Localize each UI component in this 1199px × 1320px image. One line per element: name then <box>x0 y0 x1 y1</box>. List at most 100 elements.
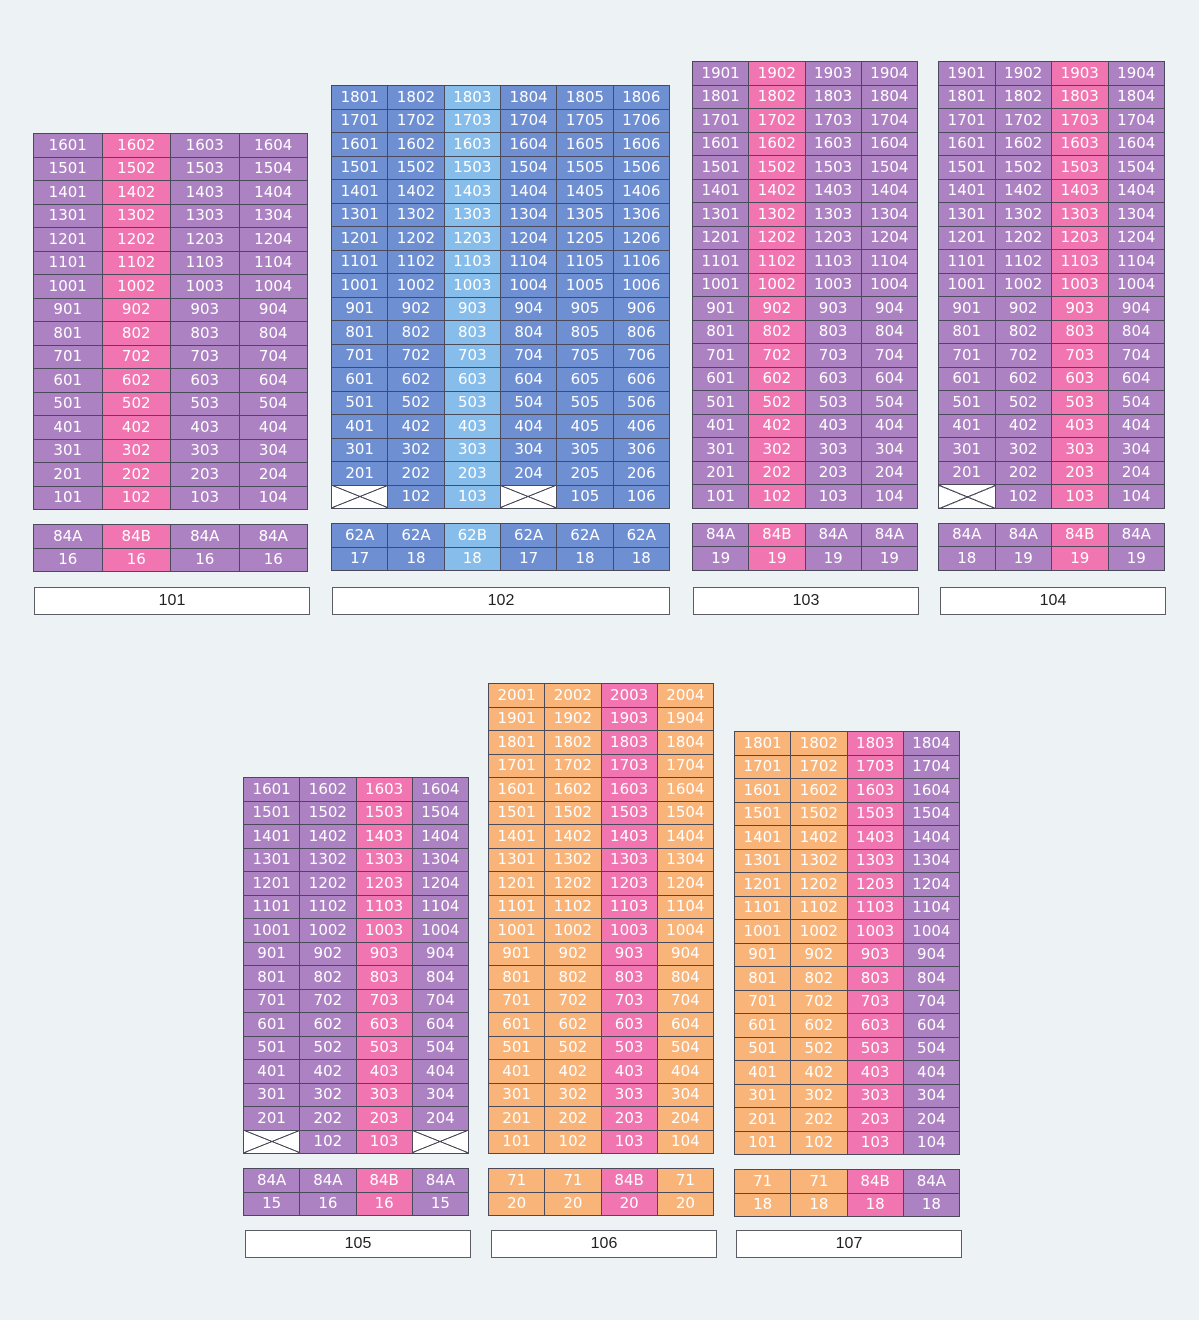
unit-type-table: 84A 84B 84A 84A 19 19 19 19 <box>691 522 919 571</box>
floor-row: 101 102 103 104 <box>487 1129 715 1154</box>
unit-type-cell: 84A <box>1107 522 1165 547</box>
unit-cell: 1902 <box>994 61 1052 86</box>
floor-row: 701 702 703 704 <box>938 343 1165 368</box>
unit-grid: 1601 1602 1603 1604 1501 1502 1503 1504 1401 1402… <box>242 777 470 1154</box>
floor-row: 201 202 203 204 <box>33 462 308 487</box>
floor-row: 1901 1902 1903 1904 <box>487 706 715 731</box>
unit-cell: 1204 <box>411 871 470 896</box>
unit-cell: 902 <box>994 296 1052 321</box>
unit-cell: 1005 <box>556 273 614 298</box>
unit-cell: 405 <box>556 414 614 439</box>
unit-cell: 1001 <box>487 918 546 943</box>
floor-row: 1701 1702 1703 1704 <box>487 753 715 778</box>
unit-cell: 701 <box>733 989 792 1014</box>
unit-cell: 1802 <box>544 730 602 755</box>
floor-row: 901 902 903 904 <box>938 296 1165 321</box>
unit-cell: 404 <box>1107 413 1165 438</box>
unit-cell: 806 <box>612 320 671 345</box>
floor-row: 401 402 403 404 <box>33 415 308 440</box>
unit-cell: 1002 <box>544 918 602 943</box>
unit-cell: 1103 <box>1051 249 1109 274</box>
unit-cell: 901 <box>938 296 996 321</box>
unit-cell: 1701 <box>330 108 389 133</box>
unit-cell: 104 <box>656 1129 715 1154</box>
unit-grid: 1901 1902 1903 1904 1801 1802 1803 1804 1701 1702… <box>691 61 919 509</box>
unit-cell: 301 <box>33 438 103 463</box>
unit-cell: 901 <box>733 942 792 967</box>
unit-type-cell: 84A <box>860 522 919 547</box>
unit-cell: 801 <box>33 321 103 346</box>
unit-cell: 1202 <box>387 226 445 251</box>
unit-cell: 302 <box>101 438 171 463</box>
unit-cell: 1903 <box>804 61 862 86</box>
unit-type-cell: 84A <box>938 522 996 547</box>
unit-cell: 102 <box>748 484 806 509</box>
unit-type-cell: 84B <box>846 1169 904 1194</box>
unit-cell: 401 <box>733 1060 792 1085</box>
unit-cell: 504 <box>1107 390 1165 415</box>
unit-type-cell: 84A <box>994 522 1052 547</box>
unit-count-cell: 20 <box>600 1191 658 1216</box>
unit-cell: 1002 <box>101 274 171 299</box>
floor-row: 1801 1802 1803 1804 <box>487 730 715 755</box>
unit-cell: 1301 <box>487 847 546 872</box>
unit-cell: 1102 <box>299 894 357 919</box>
unit-cell: 301 <box>487 1082 546 1107</box>
unit-cell: 1304 <box>902 848 961 873</box>
unit-cell: 601 <box>487 1012 546 1037</box>
unit-cell: 703 <box>1051 343 1109 368</box>
unit-cell: 1705 <box>556 108 614 133</box>
unit-cell: 1204 <box>656 871 715 896</box>
unit-cell: 902 <box>387 296 445 321</box>
floor-row: 201 202 203 204 <box>938 460 1165 485</box>
unit-cell: 802 <box>544 965 602 990</box>
unit-cell: 904 <box>656 941 715 966</box>
unit-cell: 301 <box>330 437 389 462</box>
unit-cell: 1303 <box>1051 202 1109 227</box>
unit-cell: 502 <box>299 1035 357 1060</box>
unit-cell: 804 <box>238 321 308 346</box>
unit-cell: 1403 <box>600 824 658 849</box>
unit-cell: 402 <box>790 1060 848 1085</box>
unit-cell: 804 <box>499 320 558 345</box>
floor-row: 1501 1502 1503 1504 1505 1506 <box>330 155 671 180</box>
unit-cell: 301 <box>733 1083 792 1108</box>
unit-cell: 1801 <box>487 730 546 755</box>
unit-cell: 1501 <box>691 155 750 180</box>
unit-cell: 1405 <box>556 179 614 204</box>
unit-cell: 904 <box>411 941 470 966</box>
unit-cell: 204 <box>902 1107 961 1132</box>
unit-cell: 1703 <box>1051 108 1109 133</box>
floor-row: 1901 1902 1903 1904 <box>691 61 919 86</box>
floor-row: 1101 1102 1103 1104 <box>242 894 470 919</box>
unit-count-cell: 16 <box>299 1191 357 1216</box>
unit-cell: 303 <box>846 1083 904 1108</box>
unit-cell: 303 <box>355 1082 413 1107</box>
unit-cell: 1804 <box>656 730 715 755</box>
unit-cell: 1003 <box>443 273 501 298</box>
unit-cell: 902 <box>101 297 171 322</box>
unit-cell: 404 <box>902 1060 961 1085</box>
unit-cell: 1203 <box>600 871 658 896</box>
unit-cell: 803 <box>846 966 904 991</box>
unit-type-cell: 84B <box>1051 522 1109 547</box>
unit-cell: 203 <box>355 1106 413 1131</box>
unit-cell: 901 <box>242 941 301 966</box>
floor-row: 1201 1202 1203 1204 <box>242 871 470 896</box>
unit-cell: 1704 <box>902 754 961 779</box>
floor-row: 1301 1302 1303 1304 <box>242 847 470 872</box>
floor-row: 201 202 203 204 205 206 <box>330 461 671 486</box>
unit-cell: 1204 <box>902 872 961 897</box>
floor-row: 301 302 303 304 <box>242 1082 470 1107</box>
building-105: 1601 1602 1603 1604 1501 1502 1503 1504 1401 1402… <box>242 777 470 1216</box>
floor-row: 1601 1602 1603 1604 <box>733 778 961 803</box>
unit-cell: 1101 <box>938 249 996 274</box>
unit-cell: 1903 <box>1051 61 1109 86</box>
building-label: 104 <box>940 587 1166 615</box>
unit-cell: 403 <box>1051 413 1109 438</box>
unit-cell: 1601 <box>691 131 750 156</box>
floor-row: 1701 1702 1703 1704 1705 1706 <box>330 108 671 133</box>
unit-cell: 102 <box>790 1130 848 1155</box>
unit-cell: 1102 <box>790 895 848 920</box>
unit-cell: 301 <box>938 437 996 462</box>
